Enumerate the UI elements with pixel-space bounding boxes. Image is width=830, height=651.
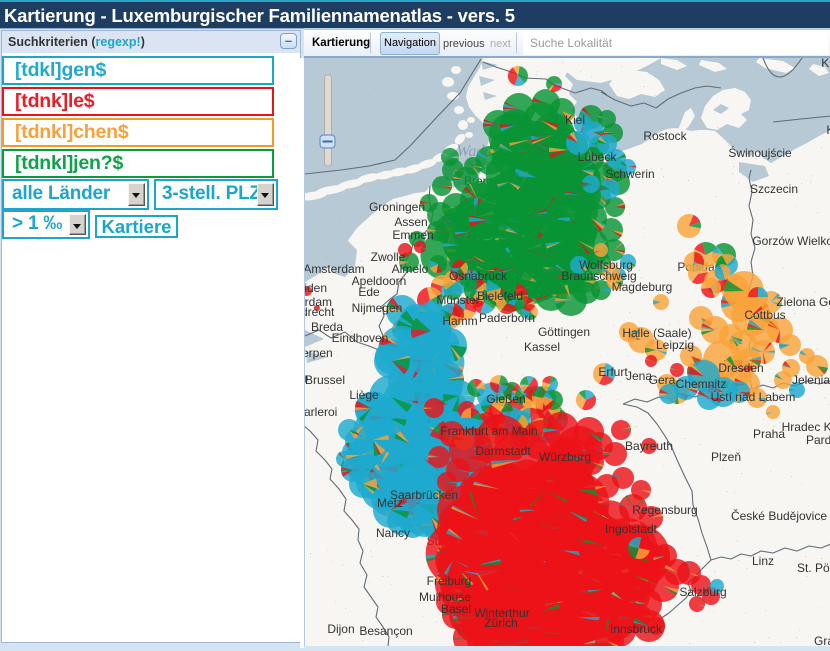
svg-text:Erfurt: Erfurt: [598, 365, 628, 379]
svg-text:Praha: Praha: [753, 427, 785, 441]
svg-text:Braunschweig: Braunschweig: [561, 269, 636, 283]
svg-text:Eindhoven: Eindhoven: [332, 331, 389, 345]
svg-text:Ede: Ede: [358, 285, 380, 299]
svg-text:Salzburg: Salzburg: [679, 585, 726, 599]
svg-text:Leipzig: Leipzig: [656, 338, 694, 352]
svg-text:Schwerin: Schwerin: [605, 167, 654, 181]
svg-text:Pardubice: Pardubice: [806, 433, 830, 447]
svg-text:Chemnitz: Chemnitz: [676, 377, 727, 391]
svg-text:Metz: Metz: [377, 496, 403, 510]
svg-text:Liège: Liège: [349, 388, 379, 402]
svg-text:Gorzów Wielkopolski: Gorzów Wielkopolski: [752, 234, 830, 248]
svg-text:Darmstadt: Darmstadt: [475, 444, 531, 458]
svg-text:Lübeck: Lübeck: [578, 150, 618, 164]
svg-text:Gießen: Gießen: [486, 392, 525, 406]
svg-text:Graz: Graz: [814, 634, 830, 646]
svg-text:Kassel: Kassel: [524, 340, 560, 354]
svg-text:Amsterdam: Amsterdam: [305, 262, 365, 276]
svg-text:Linz: Linz: [752, 554, 774, 568]
svg-text:Gera: Gera: [649, 373, 676, 387]
svg-text:St. Pölten: St. Pölten: [797, 561, 830, 575]
svg-text:Wolfsburg: Wolfsburg: [579, 258, 633, 272]
svg-text:Innsbruck: Innsbruck: [610, 622, 663, 636]
svg-text:Emmen: Emmen: [392, 228, 433, 242]
svg-text:Bielefeld: Bielefeld: [477, 289, 523, 303]
svg-text:Leiden: Leiden: [305, 281, 327, 295]
svg-text:Hradec Králové: Hradec Králové: [782, 420, 830, 434]
svg-text:Cottbus: Cottbus: [744, 308, 785, 322]
svg-text:Besançon: Besançon: [359, 624, 412, 638]
svg-text:Nancy: Nancy: [376, 526, 410, 540]
svg-text:Charleroi: Charleroi: [305, 405, 337, 419]
svg-text:Saarbrücken: Saarbrücken: [390, 488, 458, 502]
svg-text:Apeldoorn: Apeldoorn: [352, 274, 407, 288]
svg-text:Mulhouse: Mulhouse: [419, 590, 471, 604]
svg-text:Świnoujście: Świnoujście: [728, 145, 792, 160]
svg-text:Bruxelles - Brussel: Bruxelles - Brussel: [305, 373, 345, 387]
svg-text:Zwolle: Zwolle: [371, 250, 406, 264]
svg-text:Dresden: Dresden: [718, 361, 763, 375]
svg-text:České Budějovice: České Budějovice: [731, 508, 827, 523]
svg-text:København: København: [821, 58, 830, 70]
svg-text:Ústí nad Labem: Ústí nad Labem: [711, 389, 796, 404]
svg-text:Hamm: Hamm: [442, 314, 477, 328]
svg-text:Koszalin: Koszalin: [826, 123, 830, 137]
svg-text:Almelo: Almelo: [392, 262, 429, 276]
svg-text:Szczecin: Szczecin: [750, 182, 798, 196]
svg-text:Ingolstadt: Ingolstadt: [605, 522, 658, 536]
svg-text:Assen: Assen: [394, 215, 427, 229]
svg-text:Würzburg: Würzburg: [539, 450, 591, 464]
svg-text:Nijmegen: Nijmegen: [352, 301, 403, 315]
svg-text:Zielona Góra: Zielona Góra: [776, 295, 830, 309]
svg-text:Magdeburg: Magdeburg: [612, 280, 673, 294]
svg-text:Regensburg: Regensburg: [632, 503, 697, 517]
svg-text:Münster: Münster: [436, 293, 479, 307]
svg-text:Breda: Breda: [311, 320, 343, 334]
svg-text:Basel: Basel: [441, 602, 471, 616]
svg-text:Jena: Jena: [626, 369, 652, 383]
svg-text:Zürich: Zürich: [484, 616, 517, 630]
svg-text:Dijon: Dijon: [327, 622, 354, 636]
svg-text:Osnabrück: Osnabrück: [449, 269, 508, 283]
svg-text:Göttingen: Göttingen: [538, 325, 590, 339]
svg-text:Plzeň: Plzeň: [711, 450, 741, 464]
svg-text:Paderborn: Paderborn: [479, 311, 535, 325]
svg-text:Winterthur: Winterthur: [474, 606, 529, 620]
svg-text:Freiburg: Freiburg: [427, 574, 472, 588]
svg-text:Frankfurt am Main: Frankfurt am Main: [440, 424, 537, 438]
svg-text:Kiel: Kiel: [565, 113, 585, 127]
svg-text:Jelenia Góra: Jelenia Góra: [792, 373, 830, 387]
svg-text:Groningen: Groningen: [369, 200, 425, 214]
svg-text:Antwerpen: Antwerpen: [305, 346, 333, 360]
svg-text:Dordrecht: Dordrecht: [305, 305, 335, 319]
svg-text:Bayreuth: Bayreuth: [625, 439, 673, 453]
svg-text:Rostock: Rostock: [643, 129, 687, 143]
svg-text:Halle (Saale): Halle (Saale): [622, 326, 691, 340]
